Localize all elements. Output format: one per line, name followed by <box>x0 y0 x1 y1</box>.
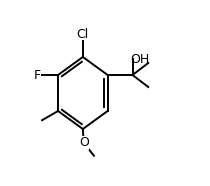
Text: F: F <box>34 68 41 81</box>
Text: Cl: Cl <box>77 28 89 41</box>
Text: O: O <box>79 136 89 149</box>
Text: OH: OH <box>131 53 150 66</box>
